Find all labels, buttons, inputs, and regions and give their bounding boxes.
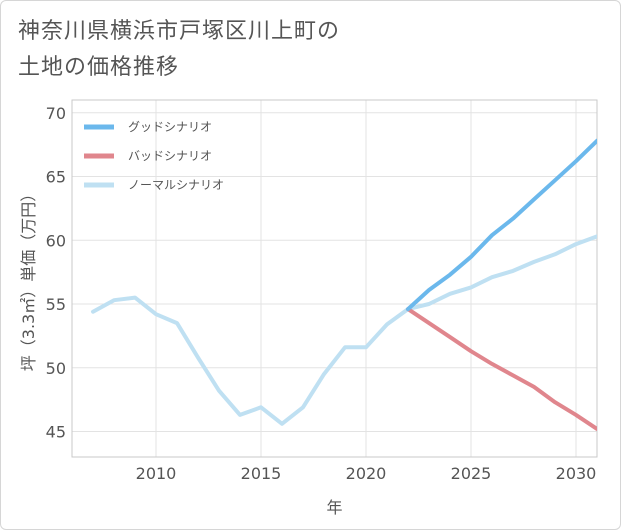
x-tick-label: 2010 — [136, 464, 177, 483]
grid-lines — [72, 100, 597, 457]
tick-labels: 2010 2015 2020 2025 2030 45 50 55 60 65 70 — [46, 104, 597, 483]
plot-border — [71, 99, 598, 458]
x-tick-label: 2025 — [451, 464, 492, 483]
x-axis-title: 年 — [326, 498, 342, 517]
chart-title: 神奈川県横浜市戸塚区川上町の 土地の価格推移 — [18, 14, 340, 86]
chart-title-line2: 土地の価格推移 — [18, 55, 180, 80]
series-line-2 — [91, 234, 597, 426]
y-tick-label: 70 — [46, 104, 66, 123]
x-tick-label: 2020 — [346, 464, 387, 483]
series-line-0 — [406, 138, 597, 312]
series-layer — [91, 138, 597, 431]
y-tick-label: 55 — [46, 295, 66, 314]
x-tick-label: 2015 — [241, 464, 282, 483]
legend-label: ノーマルシナリオ — [128, 178, 224, 192]
y-tick-label: 60 — [46, 231, 66, 250]
chart-title-line1: 神奈川県横浜市戸塚区川上町の — [18, 19, 341, 44]
series-line-1 — [406, 307, 597, 431]
y-tick-label: 50 — [46, 359, 66, 378]
x-tick-label: 2030 — [556, 464, 597, 483]
y-tick-label: 45 — [46, 423, 66, 442]
y-axis-title: 坪（3.3㎡）単価（万円） — [19, 186, 38, 371]
y-tick-label: 65 — [46, 168, 66, 187]
legend-label: バッドシナリオ — [128, 149, 212, 163]
legend-label: グッドシナリオ — [128, 120, 212, 134]
